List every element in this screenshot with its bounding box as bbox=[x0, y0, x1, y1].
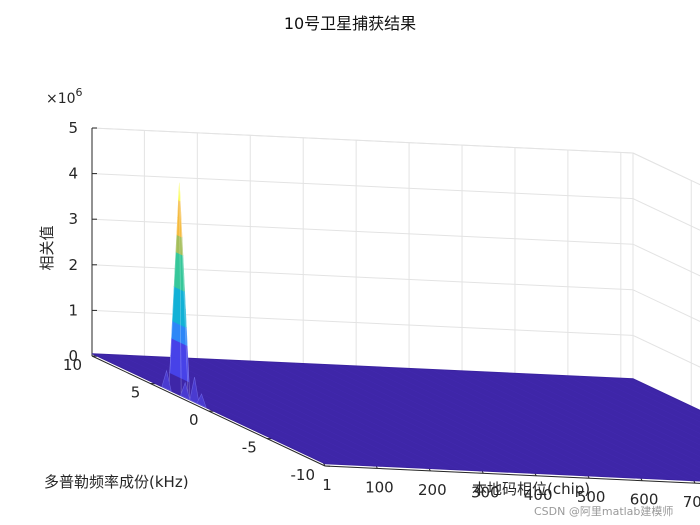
peak-mesh-line bbox=[179, 182, 182, 394]
grid-line-z bbox=[91, 173, 634, 200]
x-tick-label: 1 bbox=[322, 476, 332, 494]
surface-mesh-line bbox=[213, 359, 447, 470]
peak-mesh-line bbox=[168, 182, 180, 391]
x-tick-label: 600 bbox=[630, 491, 659, 509]
grid-line-z bbox=[632, 152, 700, 186]
x-axis-label: 本地码相位(chip) bbox=[472, 480, 590, 498]
surface-mesh-line bbox=[105, 354, 339, 465]
surface-mesh-line bbox=[470, 370, 700, 480]
x-tick-label: 100 bbox=[365, 478, 394, 496]
peak-mesh-line bbox=[179, 182, 189, 397]
surface-mesh-line bbox=[605, 377, 700, 423]
surface-mesh-line bbox=[362, 365, 596, 477]
surface-mesh-line bbox=[240, 360, 474, 471]
noise-spike bbox=[189, 376, 200, 405]
x-tick-label: 400 bbox=[524, 486, 553, 504]
y-tick-label: 5 bbox=[131, 384, 141, 402]
peak-mesh-line bbox=[179, 182, 191, 400]
surface-mesh-line bbox=[416, 368, 650, 479]
z-tick-label: 4 bbox=[68, 165, 78, 183]
surface-mesh-line bbox=[578, 375, 700, 434]
y-axis-label: 多普勒频率成份(kHz) bbox=[44, 473, 189, 491]
tick-labels: 012345-10-505101100200300400500600700800… bbox=[63, 119, 700, 511]
z-tick-label: 0 bbox=[68, 347, 78, 365]
surface-mesh-line bbox=[375, 366, 610, 478]
surface-mesh-line bbox=[321, 364, 556, 475]
surface-mesh-line bbox=[592, 376, 700, 428]
surface-mesh-line bbox=[348, 365, 583, 476]
noise-spike bbox=[161, 369, 172, 392]
x-axis-line bbox=[324, 465, 700, 484]
x-tick-label: 200 bbox=[418, 481, 447, 499]
surface-mesh-line bbox=[281, 362, 515, 473]
noise-spike bbox=[196, 393, 207, 409]
surface-mesh-line bbox=[443, 369, 677, 481]
surface-mesh-line bbox=[497, 372, 700, 469]
surface-mesh-line bbox=[565, 375, 700, 440]
surface-mesh-line bbox=[159, 356, 393, 468]
z-tick-label: 3 bbox=[68, 210, 78, 228]
surface-mesh-line bbox=[335, 364, 569, 476]
surface-mesh-line bbox=[294, 362, 528, 474]
surface-mesh-line bbox=[524, 373, 700, 457]
box-edge bbox=[91, 127, 634, 154]
z-axis-label: 相关值 bbox=[38, 225, 56, 270]
surface-mesh-line bbox=[551, 374, 700, 446]
watermark: CSDN @阿里matlab建模师 bbox=[534, 504, 673, 518]
box-edge bbox=[632, 152, 700, 186]
surface-mesh-line bbox=[186, 357, 420, 469]
surface-floor bbox=[91, 353, 700, 482]
surface-mesh-line bbox=[389, 367, 623, 478]
z-exponent-label: ×106 bbox=[46, 86, 83, 107]
surface-mesh-line bbox=[511, 372, 700, 463]
grid-line-z bbox=[632, 334, 700, 368]
surface-mesh bbox=[91, 182, 700, 482]
x-tick-label: 300 bbox=[471, 483, 500, 501]
grid-line-z bbox=[632, 289, 700, 322]
noise-spike bbox=[180, 381, 191, 401]
chart-title: 10号卫星捕获结果 bbox=[284, 14, 416, 33]
grid-line-z bbox=[91, 218, 634, 245]
surface-mesh-line bbox=[619, 377, 700, 417]
surface-mesh-line bbox=[430, 369, 664, 480]
z-tick-label: 5 bbox=[68, 119, 78, 137]
y-tick-label: 0 bbox=[189, 411, 199, 429]
y-tick-label: -10 bbox=[291, 466, 316, 484]
x-tick-label: 500 bbox=[577, 488, 606, 506]
grid-line-z bbox=[632, 198, 700, 231]
peak-band bbox=[178, 182, 181, 202]
y-tick-label: -5 bbox=[242, 439, 257, 457]
grid-line-z bbox=[632, 243, 700, 277]
surface-mesh-line bbox=[538, 374, 700, 451]
surface-mesh-line bbox=[457, 370, 691, 481]
surface-mesh-line bbox=[254, 360, 488, 472]
y-tick-label: 10 bbox=[63, 356, 82, 374]
surface-mesh-line bbox=[484, 371, 700, 474]
surface-mesh-line bbox=[402, 367, 637, 479]
surface-mesh-line bbox=[173, 357, 407, 468]
surface-mesh-line bbox=[308, 363, 542, 474]
surface-mesh-line bbox=[200, 358, 434, 469]
z-tick-label: 1 bbox=[68, 301, 78, 319]
axes-lines bbox=[91, 127, 700, 484]
x-tick-label: 700 bbox=[683, 493, 700, 511]
surface-mesh-line bbox=[118, 354, 353, 466]
z-tick-label: 2 bbox=[68, 256, 78, 274]
grid-line-z bbox=[91, 264, 634, 291]
surface-mesh-line bbox=[227, 359, 461, 471]
surface-mesh-line bbox=[267, 361, 501, 473]
